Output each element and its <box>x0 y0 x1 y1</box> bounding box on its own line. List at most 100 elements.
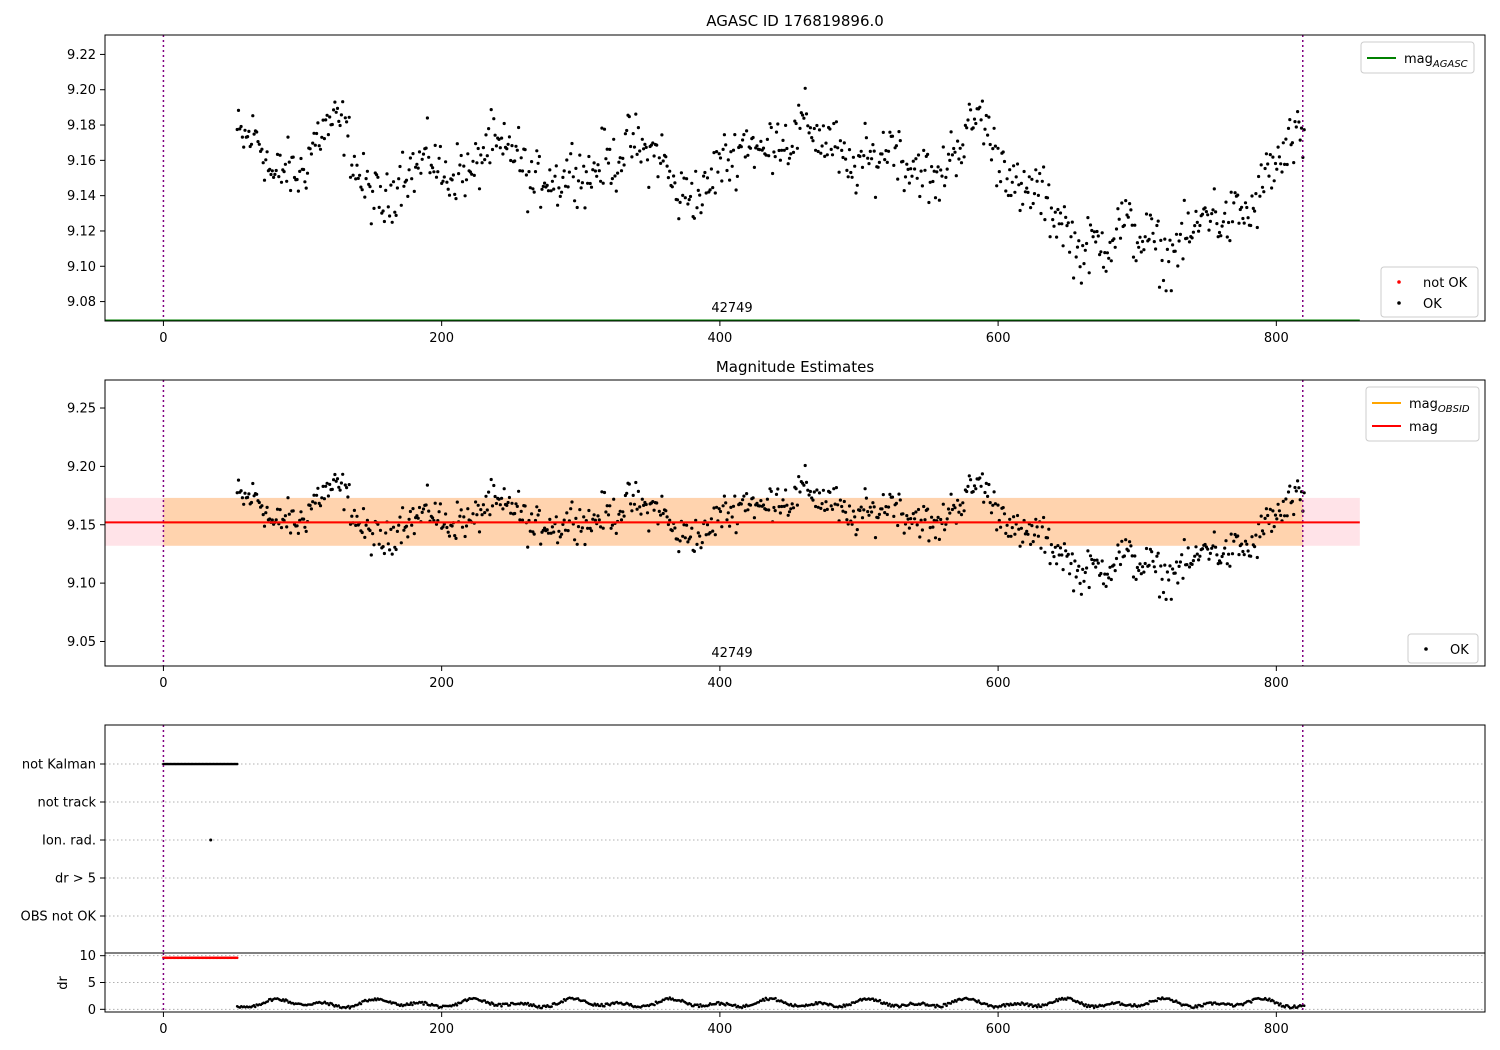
data-point <box>299 510 303 514</box>
data-point <box>673 181 677 185</box>
data-point <box>729 150 733 154</box>
data-point <box>526 210 530 214</box>
data-point <box>264 158 268 162</box>
data-point <box>683 196 687 200</box>
data-point <box>587 508 591 513</box>
data-point <box>950 507 955 512</box>
flag-point <box>235 762 239 766</box>
data-point <box>1152 565 1156 569</box>
data-point <box>790 144 794 148</box>
data-point <box>1072 589 1076 593</box>
data-point <box>823 154 827 158</box>
data-point <box>1036 193 1040 197</box>
data-point <box>1154 247 1158 251</box>
data-point <box>866 510 870 514</box>
data-point <box>1139 250 1143 254</box>
data-point <box>614 531 618 536</box>
data-point <box>535 149 539 153</box>
data-point <box>808 126 813 130</box>
data-point <box>446 530 450 534</box>
data-point <box>726 158 730 162</box>
data-point <box>359 185 363 189</box>
data-point <box>372 206 376 210</box>
data-point <box>1012 164 1016 168</box>
data-point <box>868 505 872 509</box>
data-point <box>1105 251 1109 255</box>
data-point <box>261 161 265 165</box>
data-point <box>920 528 925 532</box>
data-point <box>334 110 338 114</box>
data-point <box>1031 540 1035 544</box>
y-tick-label: 10 <box>79 949 96 964</box>
data-point <box>1002 512 1007 516</box>
data-point <box>979 484 983 488</box>
data-point <box>920 184 925 188</box>
data-point <box>247 492 251 496</box>
data-point <box>1039 546 1043 550</box>
data-point <box>881 493 885 497</box>
data-point <box>1143 235 1147 239</box>
data-point <box>1116 543 1120 547</box>
data-point <box>397 523 401 527</box>
data-point <box>472 173 476 177</box>
data-point <box>789 507 793 511</box>
data-point <box>690 526 694 530</box>
data-point <box>974 487 978 491</box>
data-point <box>731 504 736 508</box>
data-point <box>1017 527 1021 531</box>
data-point <box>1070 220 1074 224</box>
data-point <box>507 495 511 500</box>
data-point <box>629 502 633 506</box>
data-point <box>1194 545 1198 549</box>
data-point <box>815 123 819 128</box>
dr-point <box>505 1002 509 1005</box>
data-point <box>1066 221 1070 225</box>
data-point <box>236 108 241 112</box>
data-point <box>1224 539 1228 543</box>
data-point <box>342 508 346 512</box>
dr-point <box>537 1004 541 1008</box>
data-point <box>739 502 743 506</box>
data-point <box>1245 205 1249 210</box>
data-point <box>1237 553 1241 557</box>
data-point <box>416 516 420 520</box>
data-point <box>1026 532 1030 536</box>
data-point <box>490 147 495 152</box>
data-point <box>675 198 680 202</box>
data-point <box>1217 230 1222 235</box>
data-point <box>384 188 388 192</box>
data-point <box>765 497 770 501</box>
data-point <box>1109 259 1113 263</box>
data-point <box>1173 249 1177 253</box>
data-point <box>255 130 259 134</box>
data-point <box>752 165 757 169</box>
data-point <box>501 507 505 511</box>
data-point <box>474 500 478 504</box>
data-point <box>759 499 763 503</box>
data-point <box>888 492 892 496</box>
data-point <box>845 518 849 522</box>
data-point <box>471 512 475 516</box>
obsid-label: 42749 <box>711 301 752 316</box>
data-point <box>832 487 836 491</box>
data-point <box>922 504 926 509</box>
data-point <box>410 177 414 181</box>
data-point <box>602 490 607 495</box>
data-point <box>1280 170 1284 174</box>
data-point <box>1296 110 1300 114</box>
dr-point <box>420 1000 424 1004</box>
data-point <box>1284 497 1288 501</box>
data-point <box>910 174 914 178</box>
data-point <box>256 140 260 144</box>
data-point <box>343 116 347 120</box>
data-point <box>450 178 454 182</box>
data-point <box>1194 209 1198 213</box>
data-point <box>1249 554 1253 558</box>
data-point <box>656 175 660 179</box>
data-point <box>617 512 621 516</box>
data-point <box>767 154 771 158</box>
data-point <box>391 180 396 184</box>
data-point <box>905 162 909 166</box>
data-point <box>583 206 587 210</box>
